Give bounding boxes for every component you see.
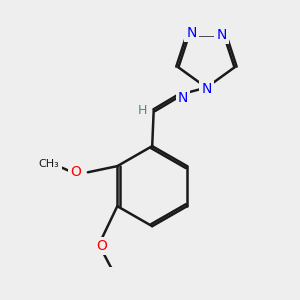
- Text: CH₃: CH₃: [39, 159, 59, 169]
- Text: O: O: [96, 239, 107, 253]
- Text: N: N: [201, 82, 212, 96]
- Text: N: N: [186, 26, 197, 40]
- Text: H: H: [138, 104, 148, 117]
- Text: O: O: [70, 165, 81, 179]
- Text: N: N: [216, 28, 226, 42]
- Text: N: N: [178, 92, 188, 105]
